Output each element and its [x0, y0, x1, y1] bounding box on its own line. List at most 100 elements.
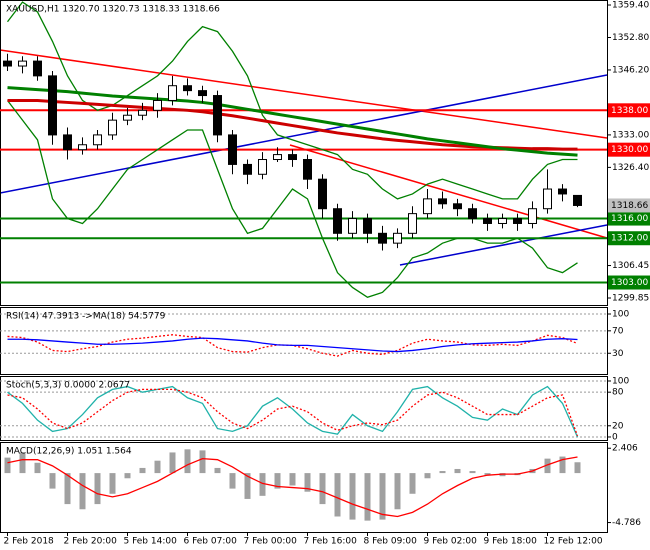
histogram-bar: [79, 473, 86, 510]
y-tick-label: 1299.85: [612, 294, 649, 304]
histogram-bar: [259, 473, 266, 496]
histogram-bar: [304, 473, 311, 492]
candle-body: [228, 134, 237, 165]
histogram-bar: [289, 473, 296, 486]
candle-body: [93, 134, 102, 146]
candle-body: [63, 134, 72, 151]
histogram-bar: [34, 462, 41, 474]
last-price-label: 1318.66: [611, 201, 648, 211]
histogram-bar: [424, 473, 431, 479]
candle-body: [333, 208, 342, 234]
y-tick-label: 1346.20: [612, 65, 649, 75]
candle-body: [348, 218, 357, 234]
panel-title: RSI(14) 47.3913 ->MA(18) 54.5779: [6, 312, 166, 322]
candle-body: [393, 232, 402, 244]
histogram-bar: [244, 473, 251, 499]
candle-body: [198, 90, 207, 97]
histogram-bar: [184, 449, 191, 474]
x-tick-label: 9 Feb 18:00: [484, 537, 538, 547]
y-tick-label: 1306.45: [612, 261, 649, 271]
histogram-bar: [559, 456, 566, 474]
histogram-bar: [394, 473, 401, 510]
histogram-bar: [49, 473, 56, 489]
x-tick-label: 8 Feb 09:00: [364, 537, 418, 547]
y-tick-label: -4.786: [612, 518, 641, 528]
candle-body: [78, 144, 87, 151]
indicator-line: [6, 100, 578, 298]
candle-body: [33, 60, 42, 77]
x-tick-label: 6 Feb 07:00: [184, 537, 238, 547]
candle-body: [528, 208, 537, 224]
histogram-bar: [274, 473, 281, 489]
histogram-bar: [64, 473, 71, 505]
candle-body: [363, 218, 372, 234]
candle-body: [273, 154, 282, 161]
trend-line: [399, 224, 608, 266]
indicator-line: [7, 337, 578, 353]
x-tick-label: 2 Feb 20:00: [64, 537, 118, 547]
level-label: 1316.00: [611, 214, 648, 224]
histogram-bar: [334, 473, 341, 517]
y-tick-label: 20: [612, 421, 624, 431]
trend-line: [0, 74, 608, 194]
histogram-bar: [574, 462, 581, 474]
x-tick-label: 5 Feb 14:00: [124, 537, 178, 547]
last-price-box: [608, 198, 650, 213]
level-label: 1330.00: [611, 145, 648, 155]
candle-body: [243, 163, 252, 175]
histogram-bar: [454, 468, 461, 474]
y-tick-label: 80: [612, 388, 624, 398]
indicator-line: [7, 86, 578, 157]
level-label: 1303.00: [611, 278, 648, 288]
panel-frame: [0, 0, 608, 306]
candle-body: [513, 218, 522, 224]
panel-title: XAUUSD,H1 1320.70 1320.73 1318.33 1318.6…: [6, 5, 220, 15]
histogram-bar: [4, 457, 11, 474]
candle-body: [183, 85, 192, 92]
histogram-bar: [154, 460, 161, 474]
candle-body: [303, 159, 312, 180]
trend-line: [0, 49, 608, 139]
y-tick-label: 70: [612, 326, 624, 336]
candle-body: [468, 208, 477, 220]
candle-body: [138, 109, 147, 116]
panel-title: MACD(12,26,9) 1.051 1.564: [6, 447, 132, 457]
level-box: [608, 142, 650, 157]
histogram-bar: [229, 473, 236, 489]
candle-body: [288, 154, 297, 161]
x-tick-label: 7 Feb 16:00: [304, 537, 358, 547]
candle-body: [18, 60, 27, 67]
candle-body: [438, 198, 447, 205]
y-tick-label: 1359.40: [612, 1, 649, 11]
histogram-bar: [349, 473, 356, 520]
x-tick-label: 7 Feb 00:00: [244, 537, 298, 547]
histogram-bar: [109, 473, 116, 494]
candle-body: [168, 85, 177, 101]
candle-body: [213, 95, 222, 136]
level-box: [608, 211, 650, 226]
y-tick-label: 1333.00: [612, 130, 649, 140]
indicator-line: [7, 334, 578, 357]
y-tick-label: 30: [612, 349, 624, 359]
candle-body: [318, 178, 327, 210]
candle-body: [573, 194, 582, 206]
histogram-bar: [169, 452, 176, 474]
panel-frame: [0, 442, 608, 533]
candle-body: [453, 203, 462, 210]
candle-body: [153, 99, 162, 111]
indicator-line: [7, 385, 579, 438]
histogram-bar: [364, 473, 371, 521]
indicator-line: [7, 388, 579, 437]
candle-body: [498, 218, 507, 224]
indicator-line: [6, 1, 578, 200]
candle-body: [108, 119, 117, 136]
x-tick-label: 9 Feb 02:00: [424, 537, 478, 547]
level-label: 1338.00: [611, 106, 648, 116]
histogram-bar: [199, 450, 206, 474]
panel-frame: [0, 307, 608, 375]
candle-body: [3, 60, 12, 67]
candle-body: [408, 213, 417, 234]
